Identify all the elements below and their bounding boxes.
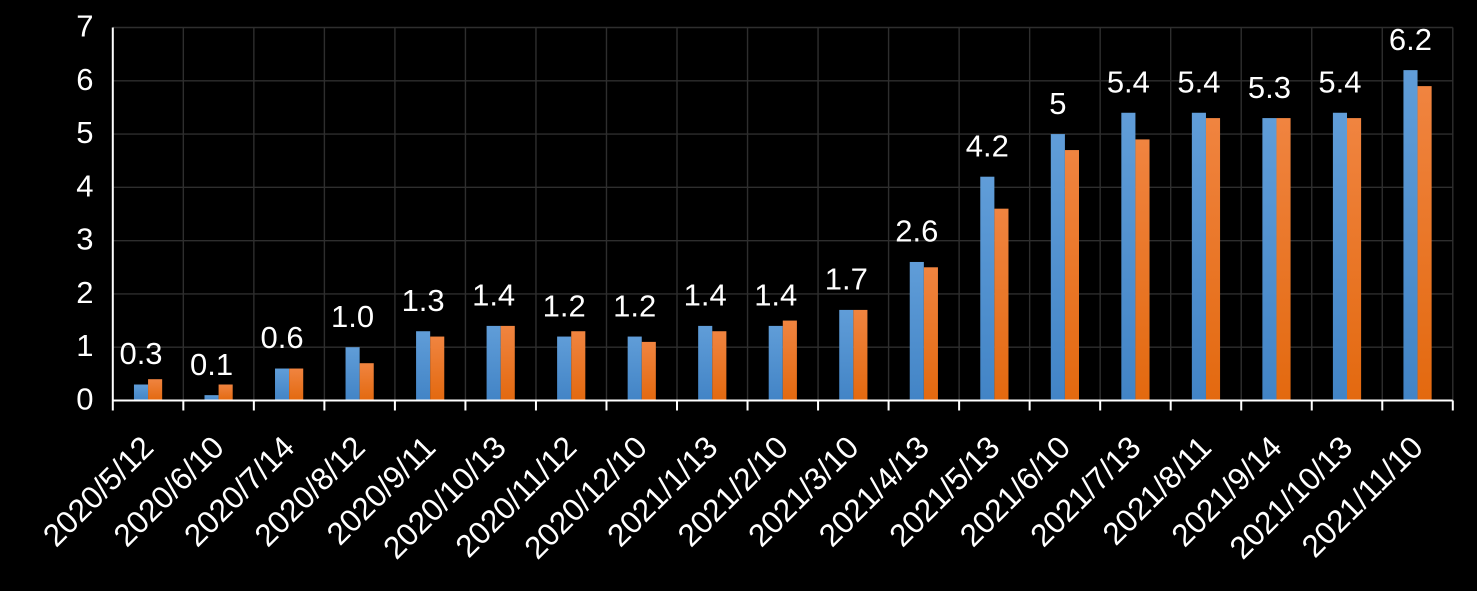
svg-text:0.6: 0.6 — [261, 320, 304, 355]
svg-text:4.2: 4.2 — [966, 128, 1009, 163]
svg-text:5.4: 5.4 — [1318, 64, 1361, 99]
svg-text:2.6: 2.6 — [895, 214, 938, 249]
svg-text:1.2: 1.2 — [613, 288, 656, 323]
svg-text:5.3: 5.3 — [1248, 70, 1291, 105]
svg-text:3: 3 — [76, 222, 93, 257]
svg-text:1.3: 1.3 — [402, 283, 445, 318]
svg-text:6.2: 6.2 — [1389, 22, 1432, 57]
svg-text:0.3: 0.3 — [119, 336, 162, 371]
svg-text:7: 7 — [76, 9, 93, 44]
svg-text:1.2: 1.2 — [543, 288, 586, 323]
svg-text:5: 5 — [1049, 86, 1066, 121]
svg-text:1.4: 1.4 — [684, 278, 727, 313]
svg-text:5.4: 5.4 — [1107, 64, 1150, 99]
svg-text:5.4: 5.4 — [1177, 64, 1220, 99]
svg-text:1.4: 1.4 — [754, 278, 797, 313]
svg-text:5: 5 — [76, 115, 93, 150]
svg-text:0.1: 0.1 — [190, 347, 233, 382]
svg-text:6: 6 — [76, 62, 93, 97]
svg-text:1.7: 1.7 — [825, 262, 868, 297]
svg-text:1: 1 — [76, 328, 93, 363]
svg-text:4: 4 — [76, 168, 93, 203]
svg-text:2: 2 — [76, 275, 93, 310]
svg-text:1.4: 1.4 — [472, 278, 515, 313]
svg-text:1.0: 1.0 — [331, 299, 374, 334]
svg-text:0: 0 — [76, 382, 93, 417]
